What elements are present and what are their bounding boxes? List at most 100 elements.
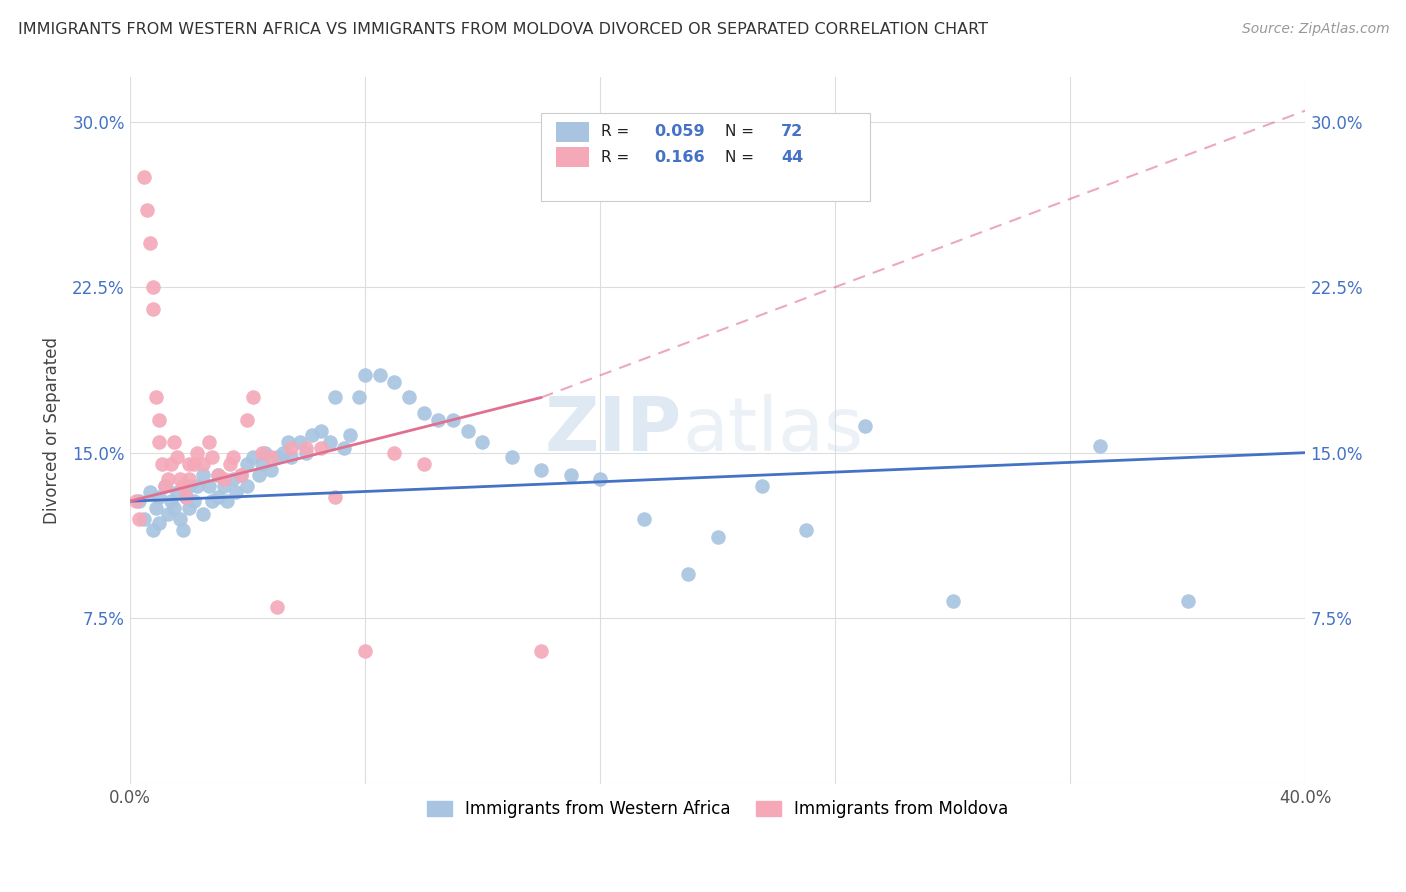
Point [221,472,243,486]
Legend: Immigrants from Western Africa, Immigrants from Moldova: Immigrants from Western Africa, Immigran… [420,794,1015,825]
Point [183,494,205,508]
Point [139,485,162,500]
Point [134,512,156,526]
Point [412,457,434,471]
Point [145,500,167,515]
Point [266,600,288,615]
Point [169,512,191,526]
Point [207,467,229,482]
Point [280,442,302,456]
Text: 72: 72 [782,124,803,139]
Point [148,434,170,449]
Point [193,508,215,522]
Point [160,494,183,508]
Text: N =: N = [724,124,754,139]
Point [441,412,464,426]
Point [193,467,215,482]
Point [301,428,323,442]
Point [253,445,276,459]
Text: atlas: atlas [682,394,863,467]
Point [231,467,253,482]
Point [198,434,221,449]
Point [325,391,347,405]
Point [153,479,176,493]
Point [174,490,197,504]
FancyBboxPatch shape [557,122,589,142]
Point [201,450,224,464]
Text: ZIP: ZIP [546,394,682,467]
Point [156,472,179,486]
Point [318,434,340,449]
Point [183,457,205,471]
Point [207,467,229,482]
Text: R =: R = [602,124,630,139]
Point [368,368,391,383]
Point [236,457,259,471]
Point [221,450,243,464]
Point [186,479,208,493]
Point [427,412,450,426]
Point [225,485,247,500]
Point [266,450,288,464]
Point [169,472,191,486]
Point [309,442,332,456]
Point [128,512,150,526]
Point [353,368,375,383]
Point [166,450,188,464]
Point [676,567,699,582]
Point [212,472,235,486]
Point [290,434,312,449]
Point [589,472,612,486]
Point [471,434,494,449]
Text: N =: N = [724,150,754,165]
Point [250,457,273,471]
Point [150,457,173,471]
Point [134,169,156,184]
Point [242,391,264,405]
Point [236,412,259,426]
Point [148,412,170,426]
Point [325,490,347,504]
Point [412,406,434,420]
Text: 0.166: 0.166 [654,150,704,165]
Point [166,485,188,500]
Point [706,529,728,543]
Text: Source: ZipAtlas.com: Source: ZipAtlas.com [1241,22,1389,37]
Point [148,490,170,504]
Point [177,472,200,486]
Point [309,424,332,438]
Point [128,494,150,508]
Point [1088,439,1111,453]
Point [280,450,302,464]
Point [242,450,264,464]
Point [142,302,165,317]
Point [139,235,162,250]
Point [277,434,299,449]
FancyBboxPatch shape [557,147,589,167]
Point [236,479,259,493]
Point [136,202,159,217]
Point [853,419,876,434]
Point [212,479,235,493]
Point [271,445,294,459]
Point [530,463,553,477]
Point [560,467,582,482]
Point [231,467,253,482]
Text: R =: R = [602,150,630,165]
Point [295,445,318,459]
Point [382,445,405,459]
Point [142,280,165,294]
Point [145,391,167,405]
Point [347,391,370,405]
Point [260,463,283,477]
Point [201,494,224,508]
Point [174,490,197,504]
Point [163,500,186,515]
Point [398,391,420,405]
Point [218,457,240,471]
Point [172,479,194,493]
Point [207,490,229,504]
Point [333,442,356,456]
Text: 44: 44 [782,150,803,165]
Point [633,512,655,526]
